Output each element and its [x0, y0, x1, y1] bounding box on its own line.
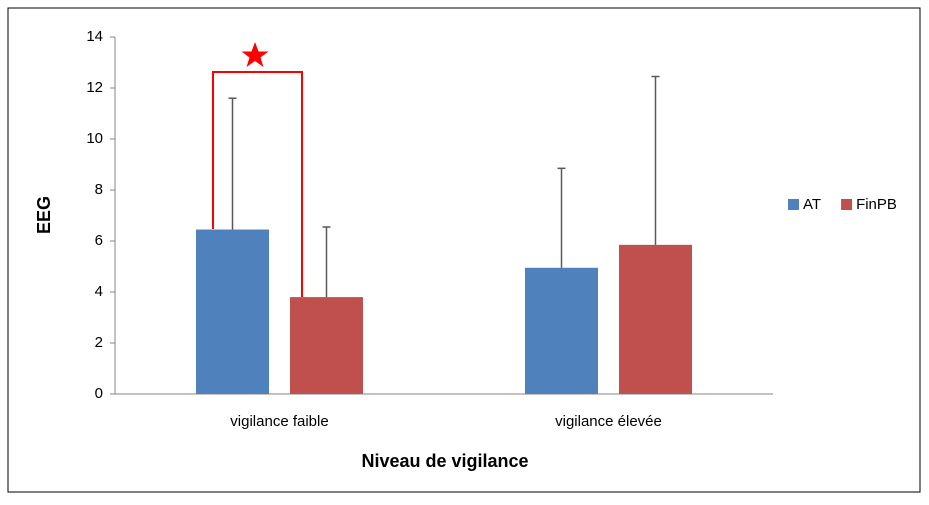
- y-tick-label: 2: [95, 334, 103, 351]
- bar: [290, 297, 363, 394]
- legend-label: FinPB: [856, 196, 897, 213]
- x-tick-label: vigilance élevée: [555, 413, 662, 430]
- x-axis-title: Niveau de vigilance: [361, 451, 528, 471]
- significance-bracket: [212, 71, 303, 297]
- chart-frame: [7, 7, 921, 493]
- y-tick-label: 12: [86, 79, 103, 96]
- bar: [525, 267, 598, 394]
- y-tick-label: 10: [86, 130, 103, 147]
- y-axis-title: EEG: [34, 196, 54, 234]
- y-tick-label: 0: [95, 385, 103, 402]
- y-tick-label: 8: [95, 181, 103, 198]
- significance-star: [241, 42, 269, 67]
- bar: [619, 244, 692, 394]
- y-tick-label: 14: [86, 28, 103, 45]
- bar: [196, 229, 269, 394]
- legend-swatch: [841, 199, 853, 210]
- legend-swatch: [788, 199, 799, 210]
- x-tick-label: vigilance faible: [230, 413, 328, 430]
- legend-label: AT: [803, 196, 821, 213]
- y-tick-label: 6: [95, 232, 103, 249]
- y-tick-label: 4: [95, 283, 103, 300]
